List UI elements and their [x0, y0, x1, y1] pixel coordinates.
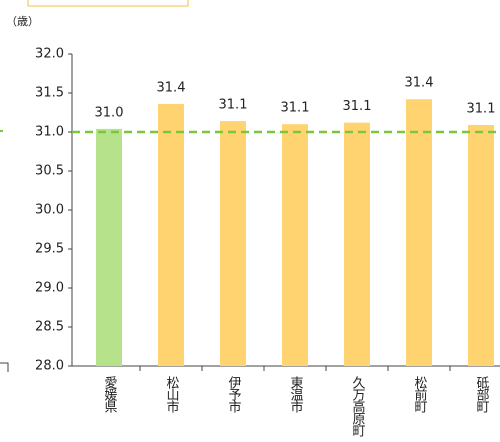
value-label: 31.1 [219, 98, 248, 113]
x-tick-label: 伊予市 [226, 376, 242, 413]
bar [96, 128, 122, 366]
x-tick-label: 松山市 [164, 376, 180, 413]
bar [468, 124, 494, 366]
x-tick-label: 松前町 [412, 376, 428, 413]
bar [406, 99, 432, 367]
bar [282, 124, 308, 366]
value-label: 31.1 [343, 99, 372, 114]
x-tick-label: 愛媛県 [102, 376, 118, 413]
x-tick-label: 砥部町 [474, 376, 490, 413]
y-tick-label: 29.0 [35, 281, 64, 296]
value-label: 31.0 [95, 105, 124, 120]
bar [158, 103, 184, 367]
x-tick-label: 久万高原町 [350, 376, 366, 437]
y-tick-label: 28.0 [35, 359, 64, 374]
x-tick-label: 東温市 [288, 375, 304, 413]
value-label: 31.4 [405, 76, 434, 91]
y-tick-label: 28.5 [35, 320, 64, 335]
bar [344, 122, 370, 366]
value-label: 31.1 [281, 101, 310, 116]
value-label: 31.1 [467, 101, 496, 116]
y-tick-label: 32.0 [35, 47, 64, 62]
bar [220, 121, 246, 366]
y-tick-label: 30.0 [35, 203, 64, 218]
legend-box [27, 0, 189, 7]
y-tick-label: 29.5 [35, 242, 64, 257]
value-label: 31.4 [157, 80, 186, 95]
decoration [0, 362, 9, 372]
y-tick-label: 30.5 [35, 164, 64, 179]
y-tick-label: 31.5 [35, 86, 64, 101]
y-tick-label: 31.0 [35, 125, 64, 140]
y-axis-label: （歳） [6, 15, 39, 28]
